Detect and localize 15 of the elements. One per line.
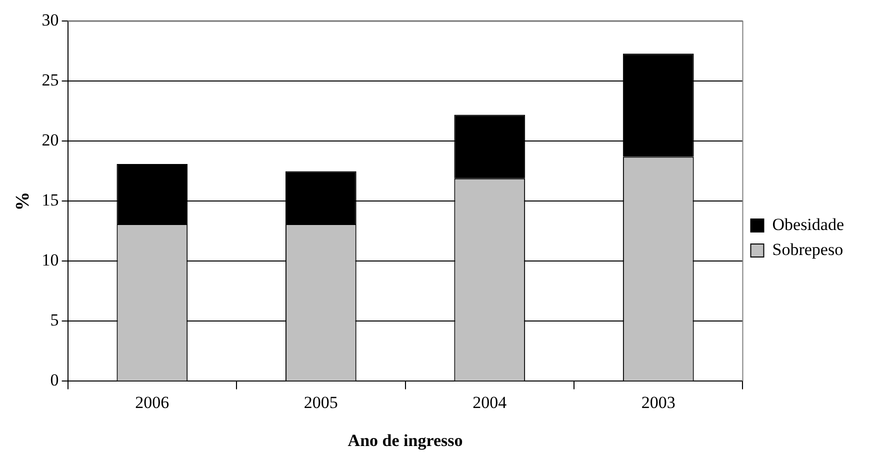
y-tick-label: 15 (42, 190, 59, 210)
legend-label: Sobrepeso (772, 240, 844, 259)
x-tick-label: 2006 (135, 392, 170, 412)
y-axis-title: % (12, 192, 34, 211)
x-tick-label: 2003 (641, 392, 676, 412)
legend-label: Obesidade (772, 214, 844, 234)
y-tick-label: 0 (50, 370, 59, 390)
y-tick-label: 10 (42, 250, 59, 270)
y-tick-label: 25 (42, 70, 59, 90)
y-tick-label: 5 (50, 310, 59, 330)
x-tick-label: 2005 (304, 392, 338, 412)
x-axis-title: Ano de ingresso (348, 431, 463, 450)
y-tick-label: 20 (42, 130, 59, 150)
y-tick-label: 30 (42, 10, 59, 30)
x-tick-label: 2004 (472, 392, 508, 412)
